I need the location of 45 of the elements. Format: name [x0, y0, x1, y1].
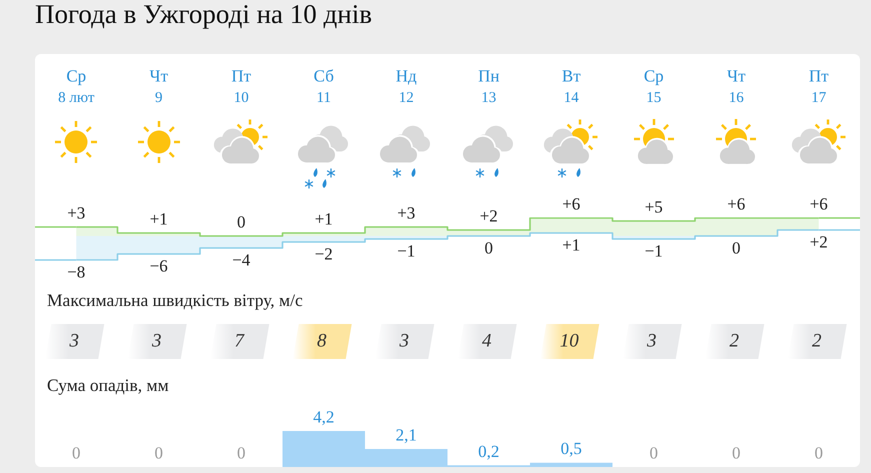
data-label: 4,2: [313, 407, 334, 426]
data-label: −8: [67, 262, 86, 282]
data-label: 3: [68, 330, 79, 352]
x-tick-label: Чт 9: [150, 66, 169, 106]
chart-title: Сума опадів, мм: [47, 375, 169, 395]
data-label: 3: [398, 330, 409, 352]
data-label: 10: [560, 330, 580, 352]
x-tick-label: Ср 15: [644, 66, 664, 106]
data-label: 0: [237, 443, 246, 462]
x-tick-label: Нд 12: [396, 66, 418, 106]
x-tick-label: Ср 8 лют: [58, 66, 95, 106]
x-tick-label: Пт 17: [808, 66, 830, 106]
x-tick-label: Пт 10: [231, 66, 252, 106]
data-label: +3: [397, 203, 416, 222]
data-label: 0: [814, 443, 823, 462]
data-label: +5: [644, 197, 663, 216]
data-label: 2: [730, 330, 740, 352]
data-label: +1: [150, 209, 168, 228]
data-label: 3: [646, 330, 656, 352]
data-label: 0: [72, 443, 80, 462]
data-label: 4: [482, 330, 492, 352]
data-label: 0: [650, 443, 658, 462]
data-label: 0: [154, 443, 163, 462]
data-label: 0,2: [478, 442, 500, 461]
data-label: −6: [150, 256, 168, 276]
data-label: 2,1: [396, 425, 417, 444]
data-label: 0,5: [560, 439, 582, 458]
data-label: +3: [67, 203, 86, 222]
chart-title: Погода в Ужгороді на 10 днів: [35, 0, 372, 30]
data-label: 0: [732, 443, 740, 462]
x-tick-label: Чт 16: [727, 66, 746, 106]
data-label: 7: [234, 330, 246, 352]
data-label: 2: [812, 330, 822, 352]
data-label: 0: [237, 212, 246, 232]
x-tick-label: Сб 11: [314, 66, 334, 106]
data-label: +1: [314, 209, 333, 228]
text: Максимальна швидкість вітру, м/с: [47, 290, 303, 310]
data-label: 3: [151, 330, 162, 352]
x-tick-label: Вт 14: [562, 66, 582, 106]
data-label: 8: [317, 330, 327, 352]
data-label: +6: [727, 194, 746, 214]
data-label: +2: [480, 206, 498, 226]
data-label: +6: [810, 194, 828, 214]
x-tick-label: Пн 13: [478, 66, 500, 106]
data-label: +6: [562, 194, 580, 214]
